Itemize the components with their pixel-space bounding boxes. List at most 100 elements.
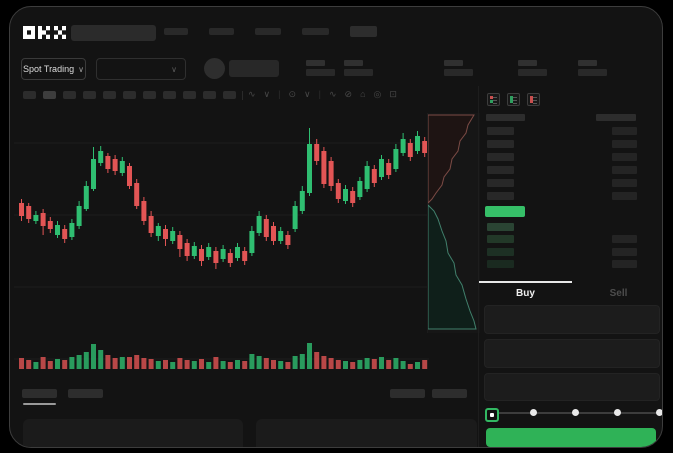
chart-tool-icon[interactable]: ∿ [328,89,337,99]
orderbook-split-icon[interactable] [487,93,500,106]
chart-tool-icon[interactable]: ∿ [248,89,256,99]
slider-stop-0[interactable] [485,408,499,422]
volume-bar [285,362,291,369]
candle-body [400,139,406,153]
candle-body [343,189,348,201]
stat-value-placeholder [344,69,373,76]
volume-bar [292,356,298,369]
bottom-active-tab-underline [23,403,56,405]
candle-body [256,216,262,233]
candle-body [26,206,32,219]
volume-bar [148,359,154,369]
bid-price-bar [487,235,514,244]
order-form-input-1[interactable] [484,305,660,334]
interval-button[interactable] [83,91,96,99]
candle-body [371,169,377,183]
orderbook-bids-icon[interactable] [507,93,520,106]
market-type-dropdown[interactable]: Spot Trading ∨ [21,58,86,80]
toolbar-divider: | [318,89,321,99]
interval-button[interactable] [203,91,216,99]
interval-button[interactable] [63,91,76,99]
stat-label-placeholder [306,60,325,66]
volume-bar [213,357,219,369]
interval-button[interactable] [183,91,196,99]
chart-tool-icon[interactable]: ⊙ [288,89,297,99]
stat-label-placeholder [444,60,463,66]
orderbook-header-price [486,114,525,121]
chevron-down-icon: ∨ [171,64,177,74]
volume-bar [155,361,161,369]
candle-body [47,221,53,229]
chart-tool-icon[interactable]: ∨ [304,89,311,99]
icon-line [533,103,537,104]
tab-buy[interactable]: Buy [516,287,535,299]
tab-sell[interactable]: Sell [609,287,628,299]
candle-body [134,183,140,206]
candle-body [386,163,392,175]
bottom-action-chip-2[interactable] [432,389,467,398]
candle-body [379,159,384,177]
orderbook-header-amount [596,114,636,121]
volume-bar [263,358,269,369]
chart-tool-icon[interactable]: ⊡ [389,89,397,99]
nav-item-placeholder[interactable] [164,28,188,35]
volume-bar [47,361,53,369]
okx-logo-icon[interactable] [23,26,66,39]
volume-bar [127,357,132,369]
orderbook-asks-icon[interactable] [527,93,540,106]
icon-line [493,97,497,98]
pair-selector-dropdown[interactable]: ∨ [96,58,186,80]
volume-bar [83,352,89,369]
order-form-input-3[interactable] [484,373,660,401]
volume-bar [184,360,190,369]
order-form-input-2[interactable] [484,339,660,368]
volume-bar [105,355,111,369]
chart-tool-icon[interactable]: ⊘ [344,89,353,99]
slider-stop-1[interactable] [530,409,538,416]
candle-body [350,191,356,203]
interval-button[interactable] [143,91,156,99]
chart-tool-icon[interactable]: ⌂ [360,89,366,99]
bottom-tab-orders[interactable] [22,389,57,398]
candle-body [83,186,89,209]
candle-body [307,144,312,193]
interval-button[interactable] [23,91,36,99]
bottom-tab-history[interactable] [68,389,103,398]
candlestick-chart[interactable] [14,111,429,381]
slider-stop-3[interactable] [613,409,621,416]
volume-bar [364,358,370,369]
candle-body [314,144,320,161]
interval-button[interactable] [103,91,116,99]
interval-button[interactable] [223,91,236,99]
depth-bids-area [428,204,477,330]
candle-body [213,251,219,263]
volume-bar [191,361,197,369]
top-nav-items [164,26,377,37]
stat-value-placeholder [518,69,547,76]
chart-tool-icon[interactable]: ∨ [263,89,271,99]
nav-item-placeholder[interactable] [255,28,281,35]
interval-button[interactable] [163,91,176,99]
ticker-stat-group [444,60,473,76]
interval-button[interactable] [123,91,136,99]
bottom-action-chip-1[interactable] [390,389,425,398]
nav-item-placeholder[interactable] [302,28,329,35]
candle-body [62,229,68,239]
buy-submit-button[interactable] [486,428,656,447]
nav-item-placeholder[interactable] [350,26,377,37]
nav-item-placeholder[interactable] [209,28,234,35]
last-price-bar[interactable] [485,206,525,217]
search-placeholder[interactable] [71,25,156,41]
slider-stop-2[interactable] [572,409,579,416]
volume-bar [220,361,226,369]
interval-button[interactable] [43,91,56,99]
candle-body [155,226,161,236]
candle-body [249,231,255,253]
candle-body [364,166,370,189]
candle-body [393,149,399,169]
slider-stop-4[interactable] [655,409,662,416]
chart-tool-icon[interactable]: ◎ [373,89,382,99]
orderbook-panel: Buy Sell [478,86,662,447]
bid-price-bar [487,223,514,231]
active-tab-indicator [479,281,572,283]
